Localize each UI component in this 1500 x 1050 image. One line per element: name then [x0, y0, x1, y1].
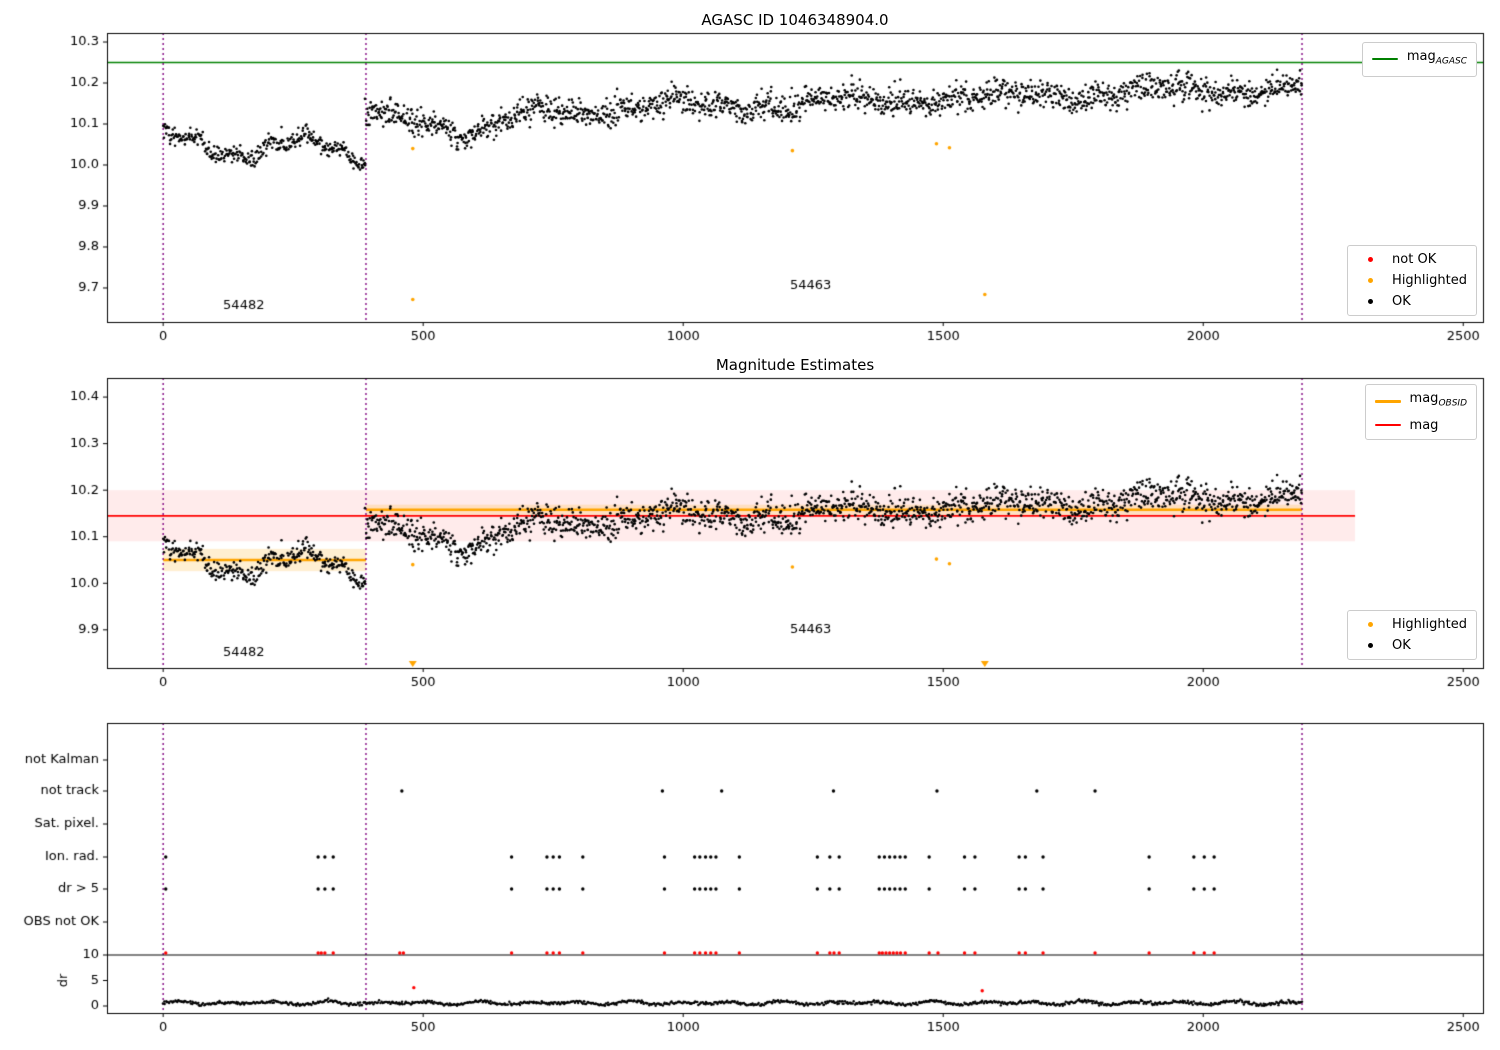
red-line-swatch: [1374, 424, 1401, 427]
legend-sample: [1357, 622, 1383, 627]
legend-label-mag-agasc: magAGASC: [1406, 49, 1467, 67]
legend-label-highlighted: Highlighted: [1392, 273, 1467, 288]
top-chart-title: AGASC ID 1046348904.0: [701, 11, 889, 29]
legend-item-highlighted: Highlighted: [1357, 272, 1467, 289]
legend-label-ok-mid: OK: [1392, 638, 1411, 653]
legend-top-line: magAGASC: [1361, 42, 1477, 77]
legend-sample: [1357, 299, 1383, 304]
legend-item-ok-mid: OK: [1357, 637, 1467, 654]
legend-sample: [1371, 58, 1398, 61]
legend-label-mag: mag: [1409, 417, 1439, 433]
legend-item-not-ok: not OK: [1357, 251, 1467, 268]
legend-sample: [1357, 278, 1383, 283]
legend-sample: [1357, 257, 1383, 262]
legend-middle-markers: Highlighted OK: [1347, 610, 1477, 660]
green-line-swatch: [1371, 58, 1398, 61]
red-dot-swatch: [1367, 257, 1373, 262]
orange-dot-swatch: [1367, 278, 1373, 283]
black-dot-swatch: [1367, 643, 1373, 648]
legend-item-mag-agasc: magAGASC: [1371, 48, 1467, 71]
legend-item-mag: mag: [1374, 417, 1467, 434]
middle-chart-title: Magnitude Estimates: [715, 356, 875, 374]
black-dot-swatch: [1367, 299, 1373, 304]
legend-label-ok: OK: [1392, 294, 1411, 309]
legend-top-markers: not OK Highlighted OK: [1347, 245, 1477, 316]
legend-item-mag-obsid: magOBSID: [1374, 390, 1467, 413]
legend-label-highlighted-mid: Highlighted: [1392, 617, 1467, 632]
legend-sample: [1374, 424, 1401, 427]
legend-middle-lines: magOBSID mag: [1364, 384, 1477, 440]
legend-item-ok: OK: [1357, 293, 1467, 310]
legend-item-highlighted-mid: Highlighted: [1357, 616, 1467, 633]
legend-label-not-ok: not OK: [1392, 252, 1437, 267]
orange-dot-swatch: [1367, 622, 1373, 627]
legend-label-mag-obsid: magOBSID: [1409, 391, 1467, 409]
legend-sample: [1374, 399, 1401, 403]
orange-line-swatch: [1374, 399, 1401, 403]
legend-sample: [1357, 643, 1383, 648]
